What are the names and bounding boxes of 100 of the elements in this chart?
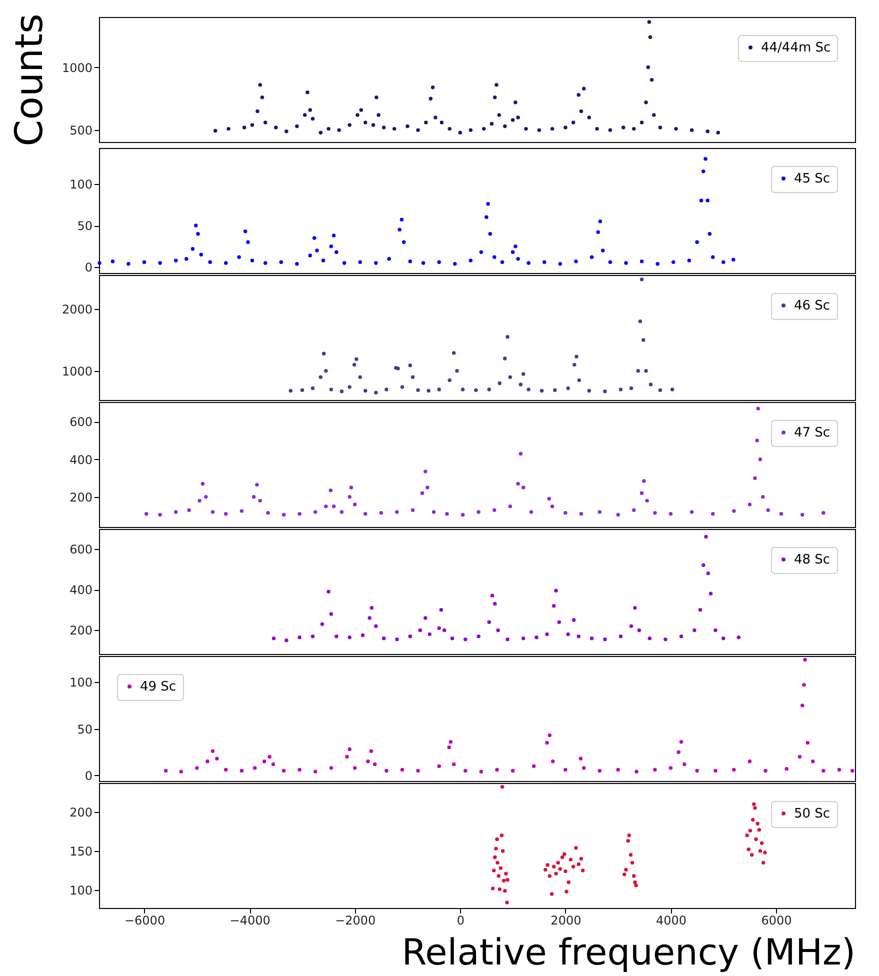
point [320, 622, 324, 626]
point [498, 381, 502, 386]
point [358, 375, 362, 379]
point [364, 388, 368, 393]
point [698, 608, 702, 612]
point [518, 382, 523, 386]
point [756, 822, 760, 826]
point [637, 628, 642, 632]
point [562, 852, 566, 856]
point [503, 356, 507, 360]
point [495, 837, 499, 842]
y-tick-label: 200 [70, 805, 92, 820]
point [580, 868, 585, 872]
point [492, 868, 496, 872]
point [622, 872, 626, 876]
point [310, 634, 315, 638]
y-tick-label: 0 [84, 260, 92, 275]
point [493, 855, 497, 860]
legend-label: 44/44m Sc [761, 40, 831, 56]
point [348, 635, 352, 640]
x-tick-label: −6000 [124, 914, 166, 928]
point [633, 880, 637, 884]
point [490, 594, 494, 598]
point [546, 863, 550, 867]
legend-label: 46 Sc [794, 298, 830, 314]
point [566, 632, 570, 636]
point [474, 388, 478, 392]
point [557, 620, 561, 624]
point [626, 838, 630, 843]
y-tick-label: 600 [70, 542, 92, 556]
x-tick-label: −2000 [335, 914, 376, 928]
point [579, 856, 584, 861]
point [300, 388, 304, 392]
y-tick-label: 50 [77, 722, 92, 736]
point [746, 848, 751, 852]
point [288, 388, 293, 393]
legend-label: 49 Sc [140, 680, 176, 694]
y-tick-label: 400 [70, 452, 92, 467]
point [487, 620, 491, 624]
point [298, 635, 302, 640]
point [500, 833, 504, 838]
point [558, 867, 562, 871]
point [763, 850, 767, 854]
legend-label: 45 Sc [794, 172, 830, 186]
point [310, 386, 315, 390]
point [450, 636, 454, 640]
x-tick-label: 6000 [761, 914, 792, 928]
point [460, 388, 465, 392]
point [348, 385, 352, 389]
point [400, 385, 404, 389]
point [590, 636, 594, 640]
point [566, 880, 570, 884]
point [627, 833, 632, 838]
point [428, 632, 432, 636]
point [521, 636, 526, 640]
point [504, 872, 508, 876]
point [634, 883, 638, 888]
point [750, 853, 754, 857]
legend-label: 50 Sc [794, 806, 830, 822]
y-tick-label: 200 [70, 624, 92, 638]
point [496, 860, 500, 865]
point [424, 616, 428, 620]
point [630, 860, 634, 865]
point [272, 636, 276, 640]
point [704, 534, 708, 539]
point [498, 887, 502, 892]
point [506, 335, 510, 339]
point [370, 606, 374, 610]
point [322, 352, 326, 356]
point [439, 608, 444, 612]
point [641, 338, 646, 342]
point [762, 860, 766, 865]
point [752, 802, 756, 806]
point [498, 866, 503, 870]
point [324, 369, 328, 373]
y-tick-label: 50 [77, 219, 92, 233]
point [571, 864, 576, 868]
point [679, 634, 684, 638]
point [384, 388, 388, 392]
point [374, 390, 378, 394]
point [487, 388, 491, 392]
y-tick-label: 200 [70, 490, 92, 504]
point [408, 363, 412, 368]
point [553, 388, 557, 392]
point [748, 828, 752, 833]
point [757, 828, 762, 832]
point [455, 369, 459, 373]
y-axis-title: Counts [6, 14, 51, 146]
x-axis-title: Relative frequency (MHz) [402, 932, 856, 974]
y-tick-label: 100 [70, 177, 92, 192]
point [745, 833, 749, 838]
point [505, 900, 509, 904]
point [566, 386, 570, 390]
point [618, 634, 623, 638]
point [618, 388, 623, 392]
point [494, 846, 498, 850]
point [736, 635, 741, 640]
point [692, 628, 696, 632]
y-tick-label: 100 [70, 676, 92, 690]
point [628, 853, 633, 857]
